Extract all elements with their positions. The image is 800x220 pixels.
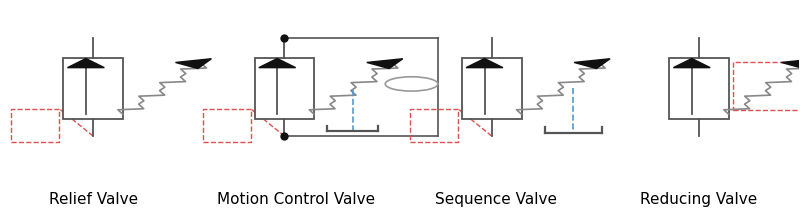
Bar xyxy=(63,58,123,119)
Text: Reducing Valve: Reducing Valve xyxy=(640,192,758,207)
Polygon shape xyxy=(259,59,296,68)
Bar xyxy=(410,109,458,142)
Polygon shape xyxy=(175,59,211,69)
Bar xyxy=(462,58,522,119)
Polygon shape xyxy=(466,59,503,68)
Bar xyxy=(733,62,800,110)
Polygon shape xyxy=(67,59,104,68)
Bar xyxy=(202,109,250,142)
Bar xyxy=(254,58,314,119)
Text: Motion Control Valve: Motion Control Valve xyxy=(218,192,375,207)
Bar xyxy=(11,109,59,142)
Polygon shape xyxy=(367,59,402,69)
Polygon shape xyxy=(782,59,800,69)
Polygon shape xyxy=(574,59,610,69)
Text: Sequence Valve: Sequence Valve xyxy=(434,192,557,207)
Text: Relief Valve: Relief Valve xyxy=(49,192,138,207)
Polygon shape xyxy=(674,59,710,68)
Bar xyxy=(669,58,729,119)
